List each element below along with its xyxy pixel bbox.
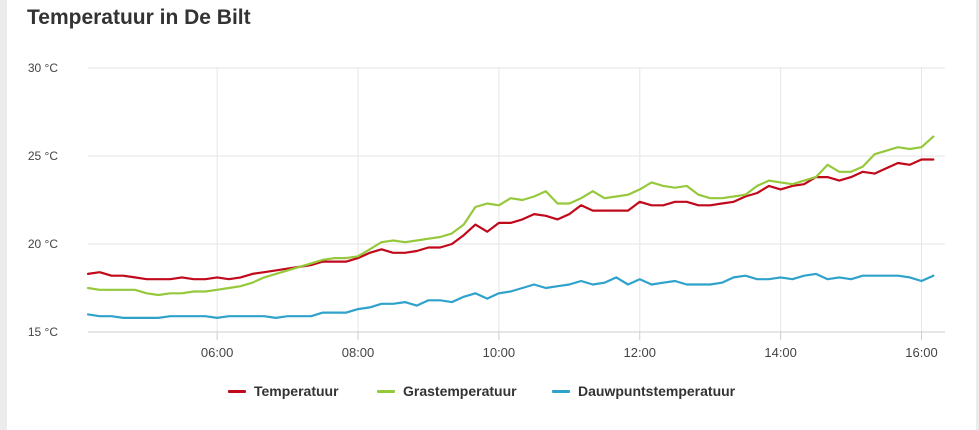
- x-tick-label: 10:00: [483, 345, 516, 360]
- chart-title: Temperatuur in De Bilt: [27, 6, 251, 29]
- x-tick-label: 08:00: [342, 345, 375, 360]
- chart-card: Temperatuur in De Bilt: [7, 0, 976, 430]
- legend-item-1[interactable]: Grastemperatuur: [377, 383, 517, 399]
- series-line-0: [86, 158, 935, 281]
- y-tick-label: 30 °C: [28, 61, 58, 75]
- x-tick-label: 14:00: [764, 345, 797, 360]
- legend-item-2[interactable]: Dauwpuntstemperatuur: [552, 383, 735, 399]
- legend-label: Dauwpuntstemperatuur: [578, 383, 736, 399]
- x-tick-label: 16:00: [905, 345, 938, 360]
- x-tick-label: 06:00: [201, 345, 234, 360]
- y-tick-label: 25 °C: [28, 149, 58, 163]
- y-tick-label: 15 °C: [28, 325, 58, 339]
- series-line-1: [86, 135, 935, 297]
- legend-label: Grastemperatuur: [403, 383, 517, 399]
- series-line-2: [86, 272, 935, 319]
- legend-swatch: [228, 389, 246, 393]
- legend-label: Temperatuur: [254, 383, 339, 399]
- x-tick-label: 12:00: [623, 345, 656, 360]
- legend-item-0[interactable]: Temperatuur: [228, 383, 339, 399]
- chart-legend: Temperatuur Grastemperatuur Dauwpuntstempe…: [0, 383, 979, 403]
- y-tick-label: 20 °C: [28, 237, 58, 251]
- legend-swatch: [377, 389, 395, 393]
- legend-swatch: [552, 389, 570, 393]
